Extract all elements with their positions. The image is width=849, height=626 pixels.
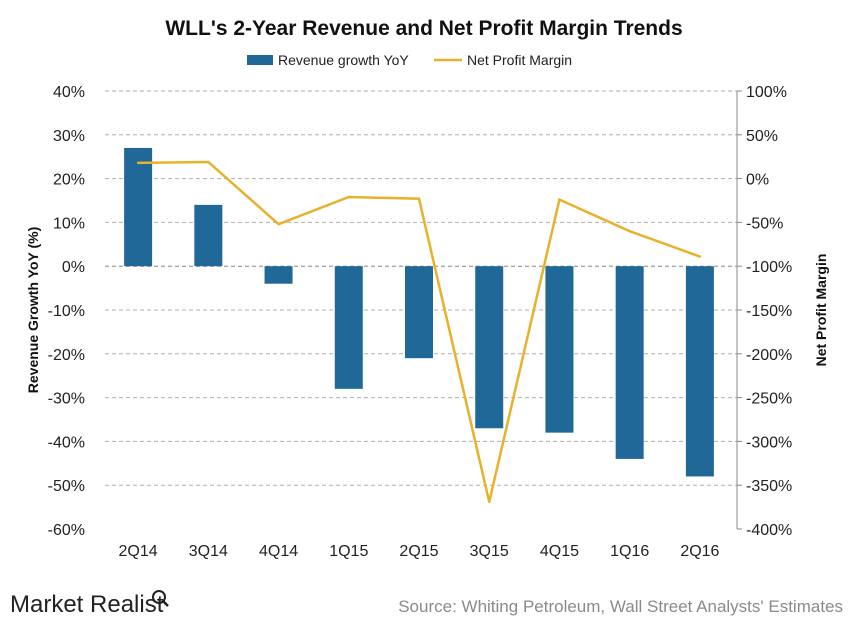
revenue-bar bbox=[405, 266, 433, 359]
x-tick-label: 3Q15 bbox=[470, 543, 509, 560]
y2-tick-label: 0% bbox=[746, 172, 769, 189]
x-tick-label: 4Q15 bbox=[540, 543, 579, 560]
y2-tick-label: -200% bbox=[746, 347, 792, 364]
y-tick-label: -40% bbox=[48, 434, 85, 451]
y2-tick-label: -100% bbox=[746, 259, 792, 276]
x-tick-label: 2Q16 bbox=[680, 543, 719, 560]
margin-point bbox=[488, 500, 491, 504]
revenue-bar bbox=[685, 266, 714, 477]
y-tick-label: 30% bbox=[53, 128, 85, 145]
y2-tick-label: -250% bbox=[746, 391, 792, 408]
y-tick-label: 20% bbox=[53, 172, 85, 189]
y2-tick-label: -350% bbox=[746, 478, 792, 495]
y-tick-label: -50% bbox=[48, 478, 85, 495]
legend-swatch-revenue bbox=[247, 55, 273, 65]
y-tick-label: -20% bbox=[48, 347, 85, 364]
y-tick-label: 10% bbox=[53, 215, 85, 232]
x-tick-label: 2Q14 bbox=[119, 543, 158, 560]
legend-label-margin: Net Profit Margin bbox=[467, 52, 572, 68]
margin-point bbox=[207, 160, 210, 164]
margin-point bbox=[277, 222, 280, 226]
margin-point bbox=[136, 161, 140, 165]
margin-point bbox=[417, 197, 421, 200]
revenue-bar bbox=[334, 266, 363, 389]
x-tick-label: 1Q15 bbox=[329, 543, 368, 560]
revenue-bar bbox=[124, 147, 153, 267]
revenue-bar bbox=[475, 266, 504, 429]
y2-tick-label: 50% bbox=[746, 128, 778, 145]
margin-point bbox=[628, 229, 631, 233]
y2-tick-label: -400% bbox=[746, 522, 792, 539]
x-tick-label: 4Q14 bbox=[259, 543, 298, 560]
x-tick-label: 1Q16 bbox=[610, 543, 649, 560]
margin-point bbox=[347, 195, 350, 199]
revenue-bar bbox=[264, 266, 293, 284]
legend-label-revenue: Revenue growth YoY bbox=[278, 52, 409, 68]
revenue-bar bbox=[545, 266, 574, 433]
y-tick-label: 0% bbox=[62, 259, 85, 276]
y2-tick-label: -300% bbox=[746, 434, 792, 451]
market-realist-logo: Market Realist bbox=[10, 590, 169, 618]
y-tick-label: 40% bbox=[53, 84, 85, 101]
y2-tick-label: -50% bbox=[746, 215, 783, 232]
y-tick-label: -10% bbox=[48, 303, 85, 320]
magnifier-icon bbox=[152, 590, 166, 604]
x-tick-label: 2Q15 bbox=[399, 543, 438, 560]
logo-text: Market Realist bbox=[10, 591, 164, 618]
margin-point bbox=[558, 198, 561, 201]
y2-tick-label: -150% bbox=[746, 303, 792, 320]
x-tick-label: 3Q14 bbox=[189, 543, 228, 560]
chart-title: WLL's 2-Year Revenue and Net Profit Marg… bbox=[165, 17, 682, 40]
y-tick-label: -60% bbox=[48, 522, 85, 539]
y-tick-label: -30% bbox=[48, 391, 85, 408]
revenue-bar bbox=[615, 266, 644, 459]
y-axis-label: Revenue Growth YoY (%) bbox=[25, 227, 41, 393]
source-text: Source: Whiting Petroleum, Wall Street A… bbox=[398, 597, 843, 616]
margin-point bbox=[698, 255, 702, 258]
y2-axis-label: Net Profit Margin bbox=[813, 254, 829, 367]
revenue-bar bbox=[194, 204, 223, 267]
y2-tick-label: 100% bbox=[746, 84, 787, 101]
